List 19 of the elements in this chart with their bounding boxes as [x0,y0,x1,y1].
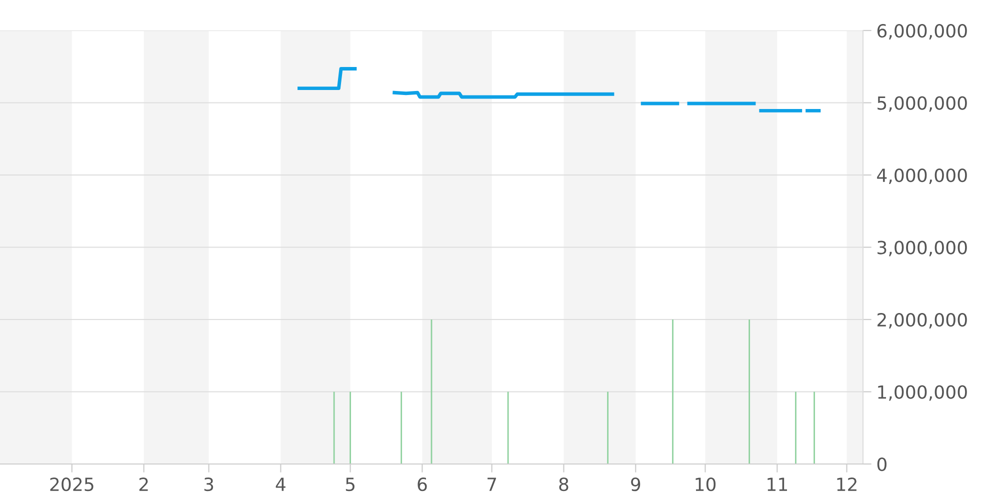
x-tick-label: 11 [768,478,787,491]
x-tick-label: 5 [346,478,354,492]
x-tick-label: 4 [276,478,286,491]
x-tick-label: 2 [139,478,148,491]
y-tick-label: 0 [877,457,886,472]
y-tick-label: 1,000,000 [878,385,967,401]
x-tick-label: 12 [837,478,856,491]
x-tick-label: 10 [696,478,716,492]
y-tick-label: 5,000,000 [878,96,967,112]
x-tick-label: 2025 [50,478,94,492]
x-tick-label: 8 [559,478,568,492]
y-tick-label: 6,000,000 [877,24,967,40]
y-tick-label: 2,000,000 [878,312,967,328]
x-tick-label: 6 [418,478,427,492]
y-tick-label: 4,000,000 [877,168,967,184]
y-tick-label: 3,000,000 [878,240,967,256]
x-tick-label: 3 [204,478,214,492]
x-tick-label: 7 [488,478,496,491]
x-tick-label: 9 [631,478,640,492]
